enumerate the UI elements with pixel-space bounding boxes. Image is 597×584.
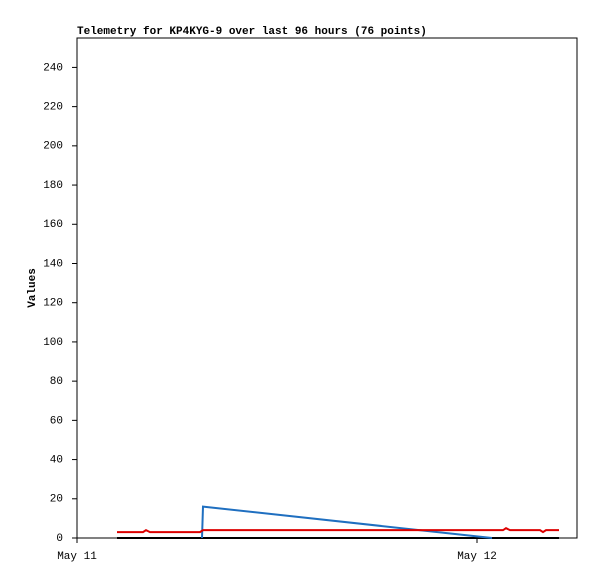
y-tick-label: 140: [43, 258, 63, 270]
y-tick-label: 20: [50, 494, 63, 506]
plot-frame: [76, 37, 578, 539]
series-line: [201, 505, 493, 539]
y-tick-label: 100: [43, 337, 63, 349]
x-tick-label: May 12: [457, 551, 497, 563]
y-tick-label: 0: [56, 533, 63, 545]
y-tick-label: 200: [43, 141, 63, 153]
x-tick-label: May 11: [57, 551, 97, 563]
y-tick-label: 160: [43, 219, 63, 231]
y-tick-label: 180: [43, 180, 63, 192]
y-tick-label: 240: [43, 62, 63, 74]
y-tick-label: 80: [50, 376, 63, 388]
series-line: [117, 527, 559, 534]
y-axis-label: Values: [27, 268, 39, 308]
y-tick-label: 40: [50, 454, 63, 466]
chart-title: Telemetry for KP4KYG-9 over last 96 hour…: [77, 26, 427, 38]
y-tick-label: 220: [43, 102, 63, 114]
y-tick-label: 120: [43, 298, 63, 310]
y-tick-label: 60: [50, 415, 63, 427]
